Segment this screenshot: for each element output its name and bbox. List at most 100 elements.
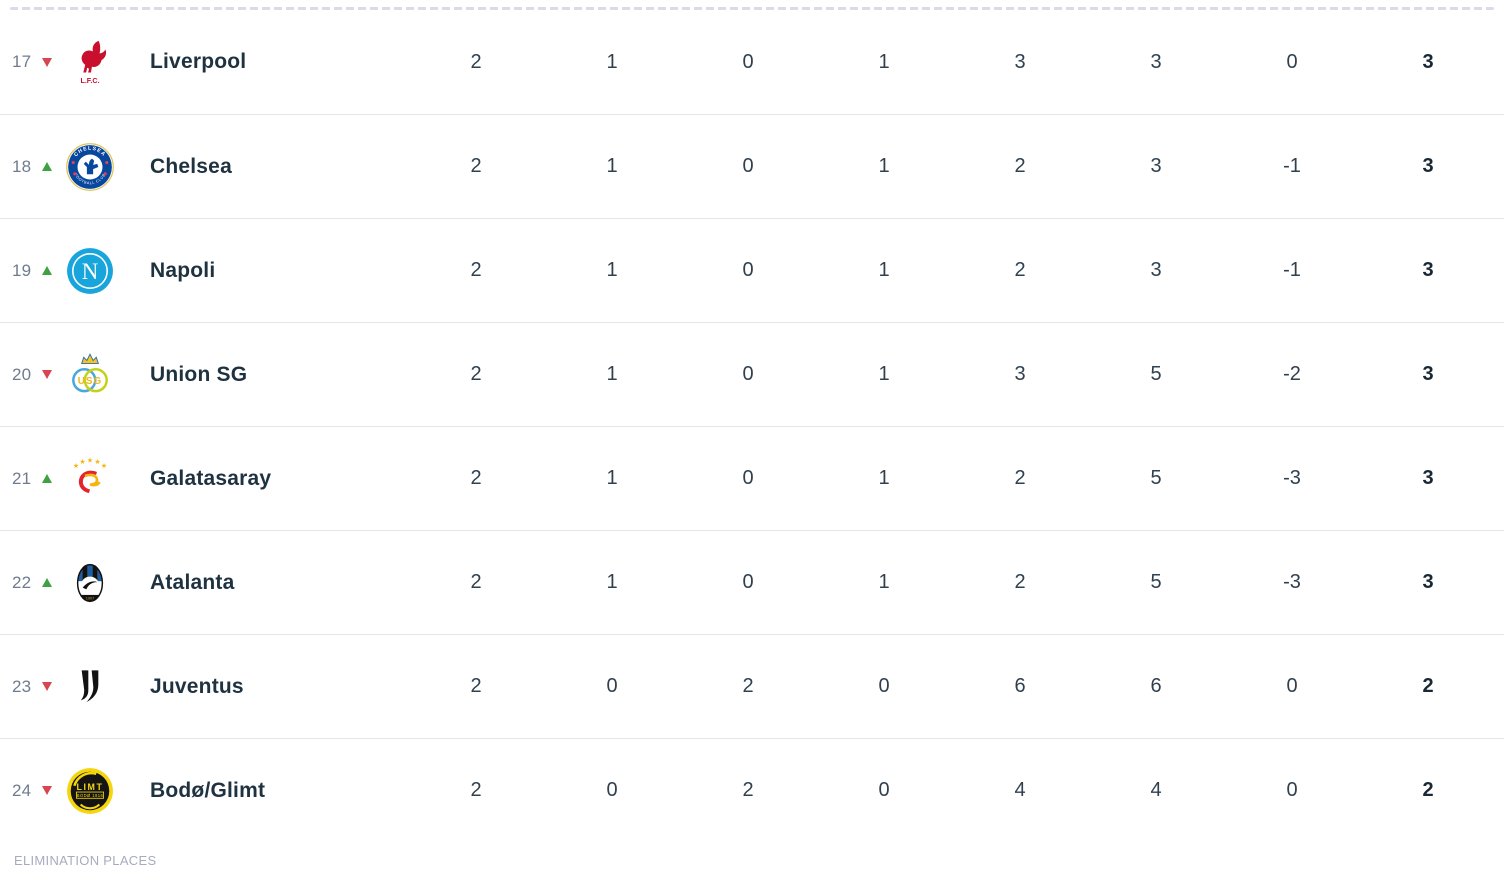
stat-goals-against: 5 [1150, 467, 1162, 489]
stat-played: 2 [470, 155, 482, 177]
stat-points: 3 [1422, 259, 1434, 281]
team-name: Bodø/Glimt [150, 778, 266, 802]
stat-drawn: 2 [742, 779, 754, 801]
stat-goals-for: 2 [1014, 155, 1026, 177]
stat-goals-against: 3 [1150, 50, 1162, 73]
stat-lost: 1 [878, 50, 890, 73]
stat-points: 3 [1422, 363, 1434, 385]
svg-text:★: ★ [79, 458, 85, 466]
stat-drawn: 0 [742, 467, 754, 489]
stat-goal-diff: -2 [1283, 363, 1301, 385]
table-row[interactable]: 19 N Napoli 2 1 0 1 2 3 -1 3 [0, 218, 1504, 322]
stat-drawn: 0 [742, 571, 754, 593]
stat-lost: 1 [878, 571, 890, 593]
movement-up-icon [42, 578, 52, 587]
movement-up-icon [42, 266, 52, 275]
movement-up-icon [42, 474, 52, 483]
qualification-boundary-line [10, 7, 1494, 10]
stat-lost: 0 [878, 779, 890, 801]
svg-text:LIMT: LIMT [77, 781, 104, 791]
svg-text:N: N [82, 258, 99, 283]
stat-goals-against: 4 [1150, 779, 1162, 801]
stat-lost: 1 [878, 467, 890, 489]
stat-played: 2 [470, 363, 482, 385]
stat-goal-diff: 0 [1286, 675, 1298, 697]
team-name: Chelsea [150, 154, 232, 178]
team-name: Liverpool [150, 50, 247, 73]
position-number: 19 [12, 260, 32, 280]
stat-points: 2 [1422, 675, 1434, 697]
atalanta-crest-icon: 1907 [62, 559, 118, 607]
stat-goals-against: 5 [1150, 571, 1162, 593]
stat-goals-for: 2 [1014, 259, 1026, 281]
stat-played: 2 [470, 571, 482, 593]
stat-drawn: 0 [742, 155, 754, 177]
napoli-crest-icon: N [62, 246, 118, 296]
liverpool-crest-icon: L.F.C. [62, 38, 118, 86]
team-name: Galatasaray [150, 466, 272, 490]
table-row[interactable]: 18 CHELSEA FOOTBALL CLUB Chels [0, 114, 1504, 218]
table-row[interactable]: 17 L.F.C. Liverpool 2 1 0 1 3 3 0 3 [0, 10, 1504, 114]
stat-goal-diff: 0 [1286, 779, 1298, 801]
stat-drawn: 0 [742, 259, 754, 281]
team-name: Atalanta [150, 570, 235, 594]
stat-goal-diff: -3 [1283, 571, 1301, 593]
stat-drawn: 2 [742, 675, 754, 697]
stat-won: 0 [606, 779, 618, 801]
union-sg-crest-icon: USG [62, 350, 118, 400]
stat-played: 2 [470, 779, 482, 801]
stat-won: 0 [606, 675, 618, 697]
stat-points: 3 [1422, 155, 1434, 177]
svg-text:★: ★ [101, 462, 107, 470]
stat-won: 1 [606, 259, 618, 281]
table-row[interactable]: 21 ★ ★ ★ ★ ★ Galatasaray 2 1 0 1 2 5 -3 3 [0, 426, 1504, 530]
position-number: 24 [12, 780, 32, 800]
team-name: Juventus [150, 674, 244, 698]
position-number: 21 [12, 468, 32, 488]
stat-played: 2 [470, 675, 482, 697]
stat-points: 3 [1422, 571, 1434, 593]
svg-text:1907: 1907 [86, 596, 95, 600]
stat-drawn: 0 [742, 50, 754, 73]
position-number: 18 [12, 156, 32, 176]
svg-text:BODØ 1916: BODØ 1916 [77, 792, 104, 797]
svg-text:L.F.C.: L.F.C. [80, 77, 99, 85]
table-row[interactable]: 20 USG Union SG 2 1 0 1 3 5 -2 3 [0, 322, 1504, 426]
stat-goals-against: 3 [1150, 259, 1162, 281]
stat-goal-diff: 0 [1286, 50, 1298, 73]
movement-down-icon [42, 370, 52, 379]
galatasaray-crest-icon: ★ ★ ★ ★ ★ [62, 455, 118, 503]
stat-won: 1 [606, 571, 618, 593]
stat-goal-diff: -1 [1283, 155, 1301, 177]
svg-text:USG: USG [78, 375, 103, 386]
chelsea-crest-icon: CHELSEA FOOTBALL CLUB [62, 142, 118, 192]
movement-up-icon [42, 162, 52, 171]
stat-goals-against: 3 [1150, 155, 1162, 177]
stat-lost: 0 [878, 675, 890, 697]
svg-text:★: ★ [73, 462, 79, 470]
stat-won: 1 [606, 363, 618, 385]
stat-goals-against: 6 [1150, 675, 1162, 697]
stat-goals-against: 5 [1150, 363, 1162, 385]
movement-down-icon [42, 682, 52, 691]
team-name: Napoli [150, 258, 216, 282]
stat-lost: 1 [878, 259, 890, 281]
table-row[interactable]: 24 LIMT BODØ 1916 Bodø/Glimt 2 0 2 0 4 4… [0, 738, 1504, 842]
stat-goal-diff: -3 [1283, 467, 1301, 489]
stat-goals-for: 3 [1014, 50, 1026, 73]
bodo-glimt-crest-icon: LIMT BODØ 1916 [62, 766, 118, 816]
stat-goals-for: 2 [1014, 467, 1026, 489]
position-number: 22 [12, 572, 32, 592]
stat-goals-for: 3 [1014, 363, 1026, 385]
table-row[interactable]: 23 Juventus 2 0 2 0 6 6 0 2 [0, 634, 1504, 738]
stat-points: 3 [1422, 467, 1434, 489]
stat-drawn: 0 [742, 363, 754, 385]
stat-won: 1 [606, 50, 618, 73]
position-number: 17 [12, 52, 32, 71]
svg-text:★: ★ [94, 458, 100, 466]
movement-down-icon [42, 57, 52, 67]
table-row[interactable]: 22 1907 Atalanta 2 [0, 530, 1504, 634]
stat-lost: 1 [878, 363, 890, 385]
svg-text:★: ★ [87, 456, 93, 464]
stat-played: 2 [470, 467, 482, 489]
